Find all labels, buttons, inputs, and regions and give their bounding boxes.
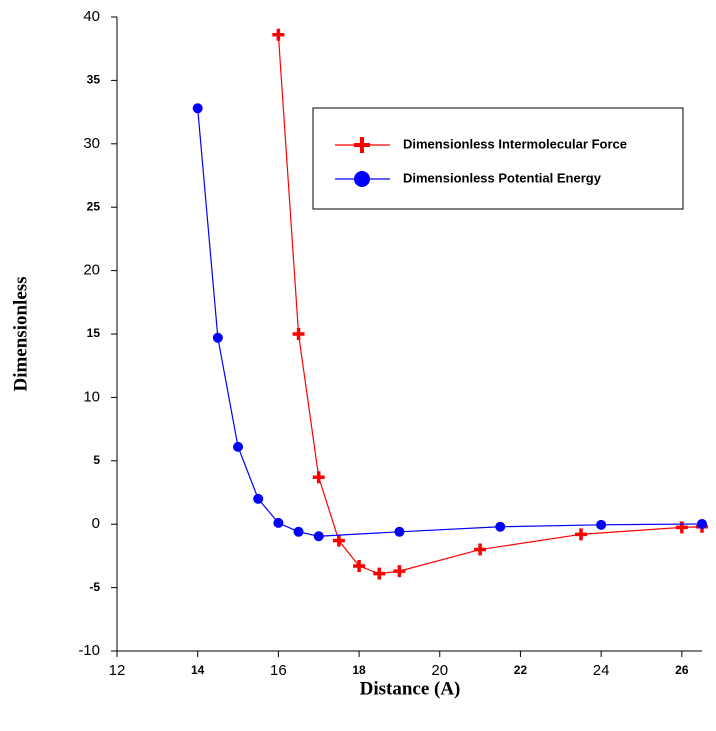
data-point <box>495 521 506 532</box>
y-tick-label: 5 <box>93 453 100 467</box>
x-tick-label: 12 <box>109 662 126 679</box>
x-tick-label: 22 <box>514 663 528 677</box>
data-point <box>474 543 487 556</box>
data-point <box>373 567 386 580</box>
x-tick-label: 18 <box>352 663 366 677</box>
legend-marker <box>354 137 370 153</box>
y-tick-label: -5 <box>89 580 100 594</box>
data-point <box>675 521 688 534</box>
x-axis-label: Distance (A) <box>360 678 461 699</box>
data-point <box>233 441 244 452</box>
data-point <box>697 518 707 529</box>
y-tick-label: 0 <box>92 515 100 532</box>
data-point <box>293 526 304 537</box>
x-tick-label: 16 <box>270 662 287 679</box>
data-point <box>312 471 325 484</box>
x-tick-label: 20 <box>431 662 448 679</box>
legend-text: Dimensionless Intermolecular Force <box>403 136 627 151</box>
legend-box <box>312 107 684 210</box>
data-point <box>253 493 264 504</box>
y-tick-label: 40 <box>83 8 100 25</box>
x-tick-label: 24 <box>593 662 610 679</box>
data-point <box>192 103 203 114</box>
y-axis-label: Dimensionless <box>10 276 31 391</box>
data-point <box>574 528 587 541</box>
legend-marker <box>354 171 370 187</box>
x-tick-label: 14 <box>191 663 205 677</box>
x-tick-label: 26 <box>675 663 689 677</box>
legend-text: Dimensionless Potential Energy <box>403 170 602 185</box>
data-point <box>596 519 607 530</box>
y-tick-label: 35 <box>87 73 101 87</box>
data-point <box>272 28 285 41</box>
data-point <box>212 332 223 343</box>
data-point <box>393 565 406 578</box>
data-point <box>394 526 405 537</box>
data-point <box>313 531 324 542</box>
y-tick-label: 15 <box>87 326 101 340</box>
data-point <box>353 560 366 573</box>
y-tick-label: 30 <box>83 135 100 152</box>
data-point <box>273 517 284 528</box>
y-tick-label: 25 <box>87 199 101 213</box>
data-point <box>332 534 345 547</box>
data-point <box>292 328 305 340</box>
y-tick-label: 20 <box>83 262 100 279</box>
y-tick-label: -10 <box>78 642 100 659</box>
y-tick-label: 10 <box>83 388 100 405</box>
